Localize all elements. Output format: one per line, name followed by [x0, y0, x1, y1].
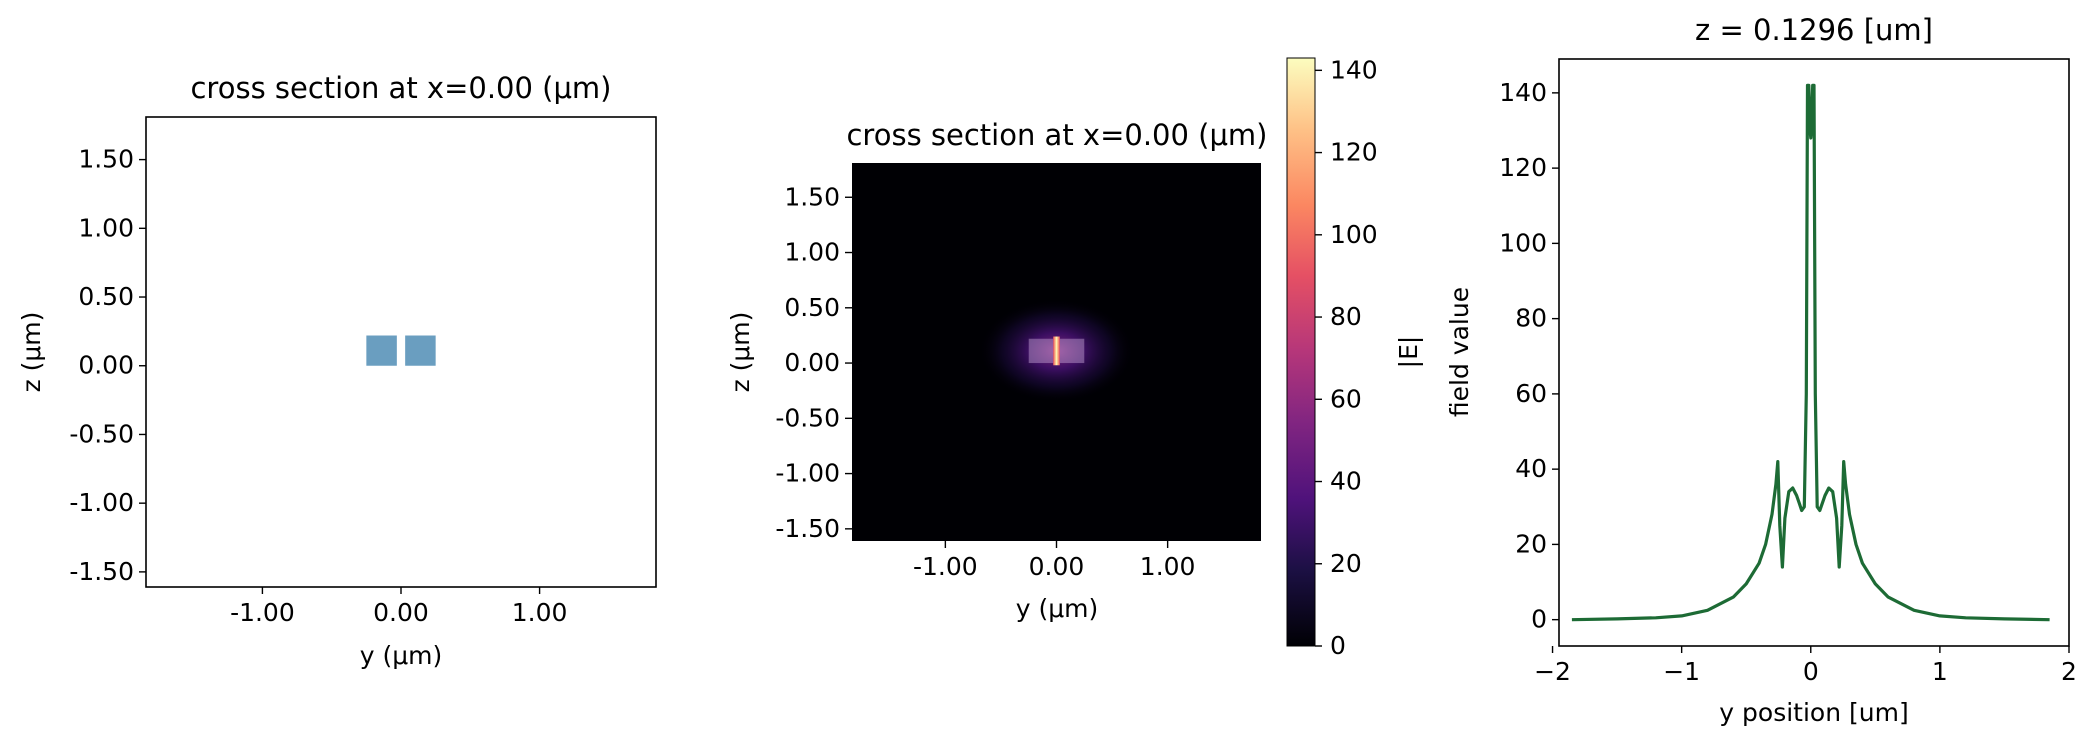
- x-tick-label: -1.00: [230, 598, 295, 627]
- y-tick-label: -0.50: [69, 419, 134, 448]
- profile-axes-frame: [1558, 58, 2070, 647]
- colorbar-tick-label: 80: [1330, 302, 1362, 331]
- field-title: cross section at x=0.00 (μm): [846, 118, 1267, 152]
- colorbar-tick-label: 100: [1330, 220, 1378, 249]
- profile-xlabel: y position [um]: [1719, 698, 1908, 727]
- geometry-ylabel: z (μm): [17, 312, 46, 393]
- y-tick-label: 0.50: [78, 282, 134, 311]
- colorbar: [1286, 57, 1316, 647]
- y-tick-label: 80: [1515, 304, 1547, 333]
- field-hotspot: [1053, 336, 1060, 366]
- y-tick-label: 40: [1515, 454, 1547, 483]
- y-tick-label: 0.00: [78, 351, 134, 380]
- profile-panel: z = 0.1296 [um] −2 −1 0 1 2 0 20 40 60 80 100 120 1…: [1445, 13, 2077, 727]
- field-profile-line: [1571, 83, 2050, 622]
- y-tick-label: 100: [1499, 228, 1547, 257]
- field-ylabel: z (μm): [726, 312, 755, 393]
- y-tick-label: 140: [1499, 78, 1547, 107]
- x-tick-label: 0: [1803, 657, 1819, 686]
- y-tick-label: 60: [1515, 379, 1547, 408]
- colorbar-tick-label: 20: [1330, 549, 1362, 578]
- geometry-xlabel: y (μm): [360, 641, 443, 670]
- x-tick-label: -1.00: [913, 552, 978, 581]
- y-tick-label: 0: [1531, 605, 1547, 634]
- profile-title: z = 0.1296 [um]: [1695, 13, 1933, 47]
- y-tick-label: 120: [1499, 153, 1547, 182]
- y-tick-label: -1.00: [775, 459, 840, 488]
- x-tick-label: 1.00: [512, 598, 568, 627]
- y-tick-label: 1.00: [784, 238, 840, 267]
- waveguide-left: [366, 335, 397, 366]
- field-panel: cross section at x=0.00 (μm) -1.00 0.00 1.…: [726, 55, 1423, 660]
- x-tick-label: −1: [1663, 657, 1700, 686]
- waveguide-overlay: [1028, 338, 1054, 364]
- geometry-title: cross section at x=0.00 (μm): [190, 71, 611, 105]
- waveguide-overlay: [1059, 338, 1085, 364]
- colorbar-tick-label: 60: [1330, 384, 1362, 413]
- x-tick-label: 2: [2061, 657, 2077, 686]
- y-tick-label: 0.50: [784, 293, 840, 322]
- colorbar-label: |E|: [1394, 336, 1423, 369]
- y-tick-label: 1.50: [784, 182, 840, 211]
- field-xlabel: y (μm): [1016, 594, 1099, 623]
- y-tick-label: -0.50: [775, 403, 840, 432]
- y-tick-label: -1.00: [69, 488, 134, 517]
- y-tick-label: 0.00: [784, 348, 840, 377]
- x-tick-label: −2: [1534, 657, 1571, 686]
- y-tick-label: -1.50: [69, 557, 134, 586]
- y-tick-label: -1.50: [775, 514, 840, 543]
- x-tick-label: 0.00: [1029, 552, 1085, 581]
- x-tick-label: 0.00: [373, 598, 429, 627]
- waveguide-right: [405, 335, 436, 366]
- geometry-axes-frame: [145, 116, 657, 588]
- colorbar-tick-label: 40: [1330, 467, 1362, 496]
- x-tick-label: 1: [1932, 657, 1948, 686]
- y-tick-label: 1.50: [78, 145, 134, 174]
- colorbar-tick-label: 140: [1330, 55, 1378, 84]
- geometry-panel: cross section at x=0.00 (μm) -1.00 0.00 1.…: [17, 71, 657, 670]
- colorbar-tick-label: 0: [1330, 631, 1346, 660]
- colorbar-tick-label: 120: [1330, 138, 1378, 167]
- y-tick-label: 1.00: [78, 213, 134, 242]
- profile-ylabel: field value: [1445, 287, 1474, 417]
- x-tick-label: 1.00: [1140, 552, 1196, 581]
- y-tick-label: 20: [1515, 529, 1547, 558]
